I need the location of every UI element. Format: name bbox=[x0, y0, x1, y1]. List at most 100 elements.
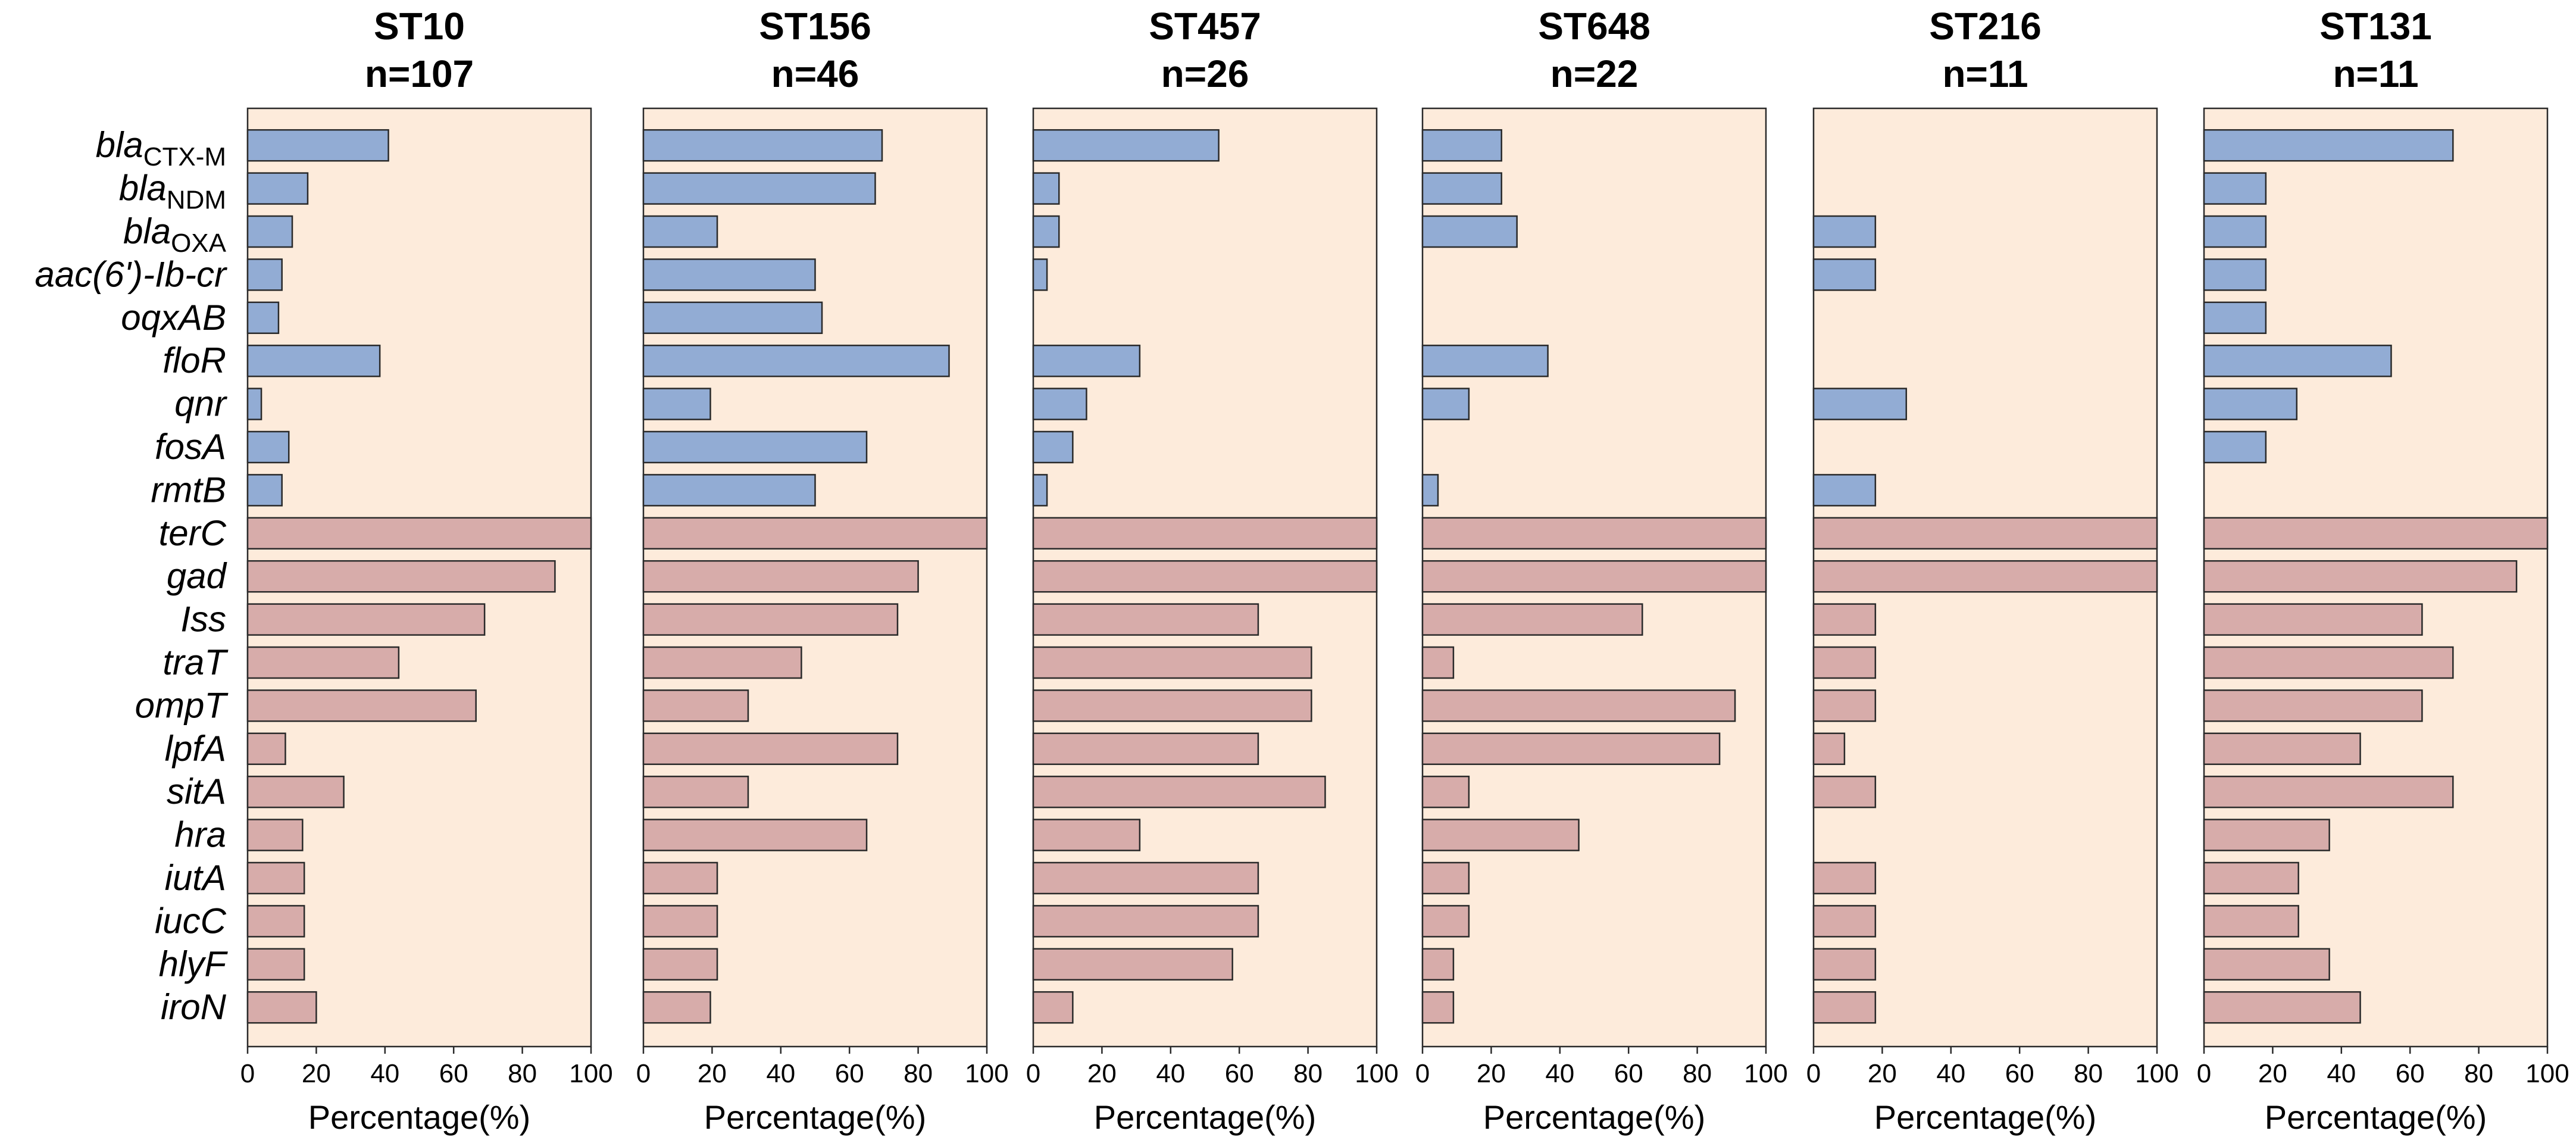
bar-iss bbox=[1812, 603, 1877, 636]
bar-fosa bbox=[1032, 430, 1074, 464]
bar-lpfa bbox=[1421, 732, 1721, 766]
bar-terc bbox=[246, 517, 592, 550]
x-tick-label: 80 bbox=[1683, 1059, 1712, 1088]
x-axis-label: Percentage(%) bbox=[308, 1098, 531, 1136]
bar-hlyf bbox=[1032, 948, 1233, 981]
panel-title: ST648 bbox=[1538, 5, 1650, 48]
x-tick-label: 60 bbox=[2396, 1059, 2425, 1088]
x-tick-label: 80 bbox=[904, 1059, 933, 1088]
bar-qnr bbox=[1421, 388, 1470, 420]
x-tick-label: 60 bbox=[835, 1059, 864, 1088]
bar-terc bbox=[1032, 517, 1378, 550]
bar-oqxab bbox=[246, 301, 280, 335]
x-tick-label: 100 bbox=[2135, 1059, 2178, 1088]
bar-hlyf bbox=[1421, 948, 1455, 981]
bar-bla-oxa bbox=[1421, 215, 1518, 248]
bar-qnr bbox=[246, 388, 262, 420]
bar-iron bbox=[246, 991, 317, 1024]
x-tick-label: 100 bbox=[965, 1059, 1008, 1088]
x-tick-label: 100 bbox=[1744, 1059, 1787, 1088]
panel-subtitle: n=11 bbox=[2333, 52, 2418, 95]
gene-label: sitA bbox=[167, 772, 226, 811]
x-axis-label: Percentage(%) bbox=[704, 1098, 927, 1136]
gene-label: traT bbox=[162, 642, 229, 682]
x-tick-label: 20 bbox=[1868, 1059, 1897, 1088]
bar-gad bbox=[642, 560, 919, 593]
bar-bla-ndm bbox=[2203, 172, 2267, 205]
x-axis-label: Percentage(%) bbox=[1874, 1098, 2097, 1136]
bar-sita bbox=[1421, 775, 1470, 808]
bar-ompt bbox=[2203, 689, 2423, 722]
bar-bla-ndm bbox=[642, 172, 876, 205]
bar-rmtb bbox=[1812, 474, 1877, 507]
bar-iss bbox=[1032, 603, 1259, 636]
x-tick-label: 40 bbox=[1156, 1059, 1185, 1088]
bar-sita bbox=[246, 775, 345, 808]
gene-label: ompT bbox=[135, 685, 229, 725]
x-tick-label: 20 bbox=[302, 1059, 331, 1088]
bar-fosa bbox=[246, 430, 290, 464]
bar-gad bbox=[1421, 560, 1767, 593]
bar-oqxab bbox=[2203, 301, 2267, 335]
bar-trat bbox=[1812, 646, 1877, 679]
bar-iucc bbox=[642, 905, 718, 938]
x-tick-label: 0 bbox=[1026, 1059, 1040, 1088]
bar-oqxab bbox=[642, 301, 823, 335]
bar-bla-oxa bbox=[1812, 215, 1877, 248]
bar-qnr bbox=[642, 388, 711, 420]
bar-sita bbox=[1032, 775, 1326, 808]
panel-subtitle: n=22 bbox=[1550, 52, 1639, 95]
gene-label: blaOXA bbox=[123, 211, 227, 258]
bar-hlyf bbox=[1812, 948, 1877, 981]
bar-bla-oxa bbox=[246, 215, 293, 248]
bar-rmtb bbox=[1421, 474, 1439, 507]
bar-trat bbox=[2203, 646, 2454, 679]
x-tick-label: 0 bbox=[240, 1059, 255, 1088]
bar-iucc bbox=[1812, 905, 1877, 938]
bar-lpfa bbox=[642, 732, 899, 766]
bar-iuta bbox=[1421, 861, 1470, 895]
bar-iucc bbox=[2203, 905, 2299, 938]
x-tick-label: 20 bbox=[698, 1059, 727, 1088]
panel-title: ST10 bbox=[374, 5, 465, 48]
x-tick-label: 0 bbox=[1415, 1059, 1430, 1088]
gene-label: oqxAB bbox=[121, 298, 226, 338]
bar-iuta bbox=[1032, 861, 1259, 895]
bar-qnr bbox=[1032, 388, 1087, 420]
x-axis-label: Percentage(%) bbox=[1094, 1098, 1317, 1136]
bar-ompt bbox=[1421, 689, 1736, 722]
bar-iss bbox=[642, 603, 899, 636]
bar-iuta bbox=[642, 861, 718, 895]
gene-label: iutA bbox=[165, 858, 226, 898]
bar-sita bbox=[2203, 775, 2454, 808]
bar-hra bbox=[1032, 819, 1141, 851]
panel-subtitle: n=26 bbox=[1161, 52, 1249, 95]
bar-bla-ctx-m bbox=[1421, 129, 1502, 162]
bar-aac6ibcr bbox=[246, 258, 283, 291]
bar-gad bbox=[246, 560, 556, 593]
x-tick-label: 80 bbox=[2464, 1059, 2493, 1088]
bar-iron bbox=[1032, 991, 1074, 1024]
bar-iron bbox=[2203, 991, 2361, 1024]
gene-label: iroN bbox=[161, 987, 227, 1027]
bar-gad bbox=[1032, 560, 1378, 593]
bar-hra bbox=[642, 819, 868, 851]
bar-iss bbox=[2203, 603, 2423, 636]
gene-labels: blaCTX-MblaNDMblaOXAaac(6')-Ib-croqxABfl… bbox=[35, 125, 229, 1027]
gene-label: qnr bbox=[174, 384, 227, 424]
x-tick-label: 40 bbox=[766, 1059, 795, 1088]
panel-title: ST457 bbox=[1149, 5, 1261, 48]
x-tick-label: 60 bbox=[1614, 1059, 1643, 1088]
bar-gad bbox=[2203, 560, 2518, 593]
panel-subtitle: n=46 bbox=[771, 52, 859, 95]
bar-rmtb bbox=[246, 474, 283, 507]
bar-sita bbox=[642, 775, 749, 808]
bar-lpfa bbox=[2203, 732, 2361, 766]
bar-ompt bbox=[642, 689, 749, 722]
